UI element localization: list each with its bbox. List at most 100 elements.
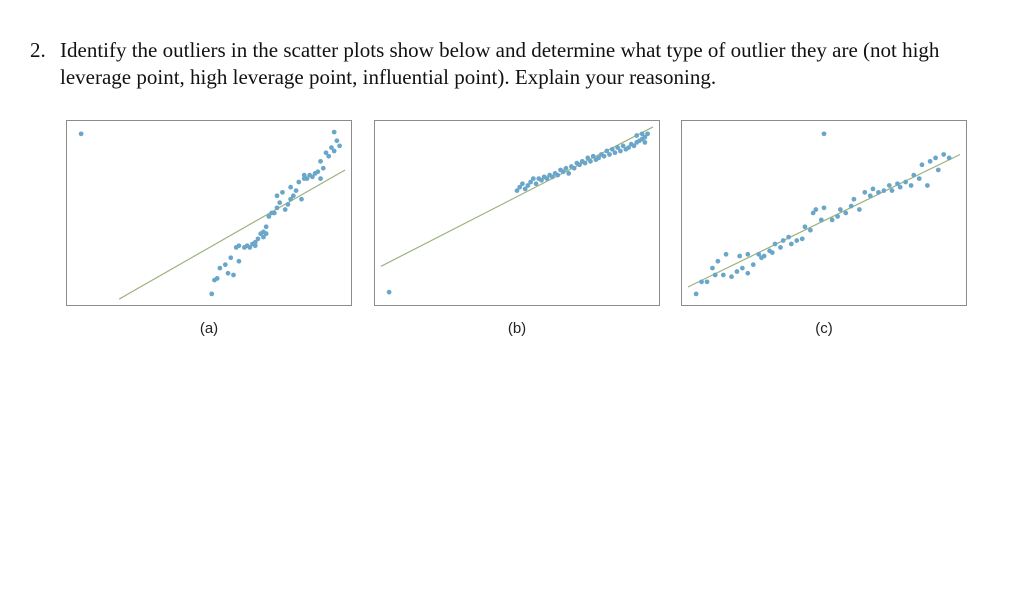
data-point-b-51 [642,134,648,140]
data-point-b-8 [533,181,539,187]
data-point-c-59 [941,152,947,157]
data-point-a-43 [310,174,315,180]
data-point-a-31 [282,207,288,212]
data-point-a-16 [252,243,258,249]
data-point-a-18 [255,236,261,242]
data-point-c-30 [810,210,816,216]
data-point-a-14 [247,245,253,250]
data-point-c-11 [737,253,743,259]
data-point-a-47 [318,158,323,164]
data-point-b-44 [631,143,637,149]
question-text: Identify the outliers in the scatter plo… [60,38,940,89]
data-point-c-5 [712,272,718,278]
data-point-b-14 [549,174,555,180]
scatter-svg-c [687,131,961,297]
data-point-b-22 [571,165,577,171]
data-point-c-37 [843,210,849,216]
data-point-b-7 [530,176,536,181]
data-point-b-52 [645,131,650,137]
data-point-a-48 [320,165,326,171]
data-point-a-53 [331,129,337,135]
data-point-c-7 [720,272,726,278]
data-point-c-24 [786,234,792,240]
data-point-a-29 [277,200,283,206]
data-point-a-30 [280,189,285,195]
data-point-a-33 [288,196,294,202]
data-point-a-49 [323,150,329,156]
data-point-c-0 [821,131,827,137]
data-point-c-15 [750,262,756,268]
data-point-a-54 [334,138,340,144]
caption-c: (c) [815,320,833,337]
data-point-c-47 [889,188,895,193]
data-point-c-60 [946,155,952,161]
data-point-c-22 [778,245,783,250]
data-point-c-39 [851,196,857,202]
data-point-b-39 [618,148,623,154]
data-point-c-43 [870,186,876,192]
data-point-c-38 [848,203,854,209]
data-point-b-24 [577,162,582,168]
data-point-c-1 [693,291,699,297]
caption-a: (a) [199,320,219,337]
data-point-c-20 [769,250,775,255]
data-point-a-10 [236,258,242,264]
data-point-a-46 [318,176,323,181]
data-point-b-16 [555,172,561,178]
data-point-c-53 [916,176,922,181]
data-point-b-2 [517,184,523,190]
data-point-c-3 [704,279,710,285]
data-point-a-35 [290,193,296,199]
caption-b: (b) [507,320,527,337]
data-point-a-22 [263,224,269,230]
data-point-b-49 [634,133,640,138]
data-point-c-25 [788,241,794,247]
data-point-a-6 [225,270,231,276]
data-point-a-52 [331,148,337,154]
data-point-c-9 [729,274,734,280]
data-point-c-57 [933,155,938,161]
data-point-c-35 [835,214,840,219]
scatter-plot-b [374,120,660,306]
data-point-b-4 [522,186,528,192]
data-point-b-35 [607,152,612,157]
data-point-a-37 [296,179,302,185]
data-point-b-29 [590,153,596,159]
data-point-a-21 [261,234,266,240]
data-point-a-8 [231,272,236,278]
data-point-c-4 [710,265,715,271]
data-point-a-50 [326,153,332,159]
data-point-a-24 [266,214,272,219]
data-point-c-18 [761,253,767,259]
data-point-a-55 [337,143,342,149]
data-point-b-6 [528,179,533,185]
data-point-a-27 [274,205,280,211]
data-point-a-11 [236,243,242,249]
question-number: 2. [30,38,46,62]
scatter-svg-b [380,126,654,295]
data-point-b-28 [588,158,593,164]
data-point-a-28 [274,193,280,199]
data-point-a-39 [301,172,307,178]
data-point-b-1 [514,188,520,193]
question: 2. Identify the outliers in the scatter … [30,37,990,91]
data-point-a-41 [304,176,310,181]
data-point-b-18 [560,169,566,175]
data-point-a-36 [293,188,299,193]
data-point-b-37 [612,150,618,156]
data-point-a-7 [228,255,234,261]
data-point-c-58 [935,167,941,173]
data-point-b-38 [615,145,621,150]
data-point-c-26 [794,238,800,243]
data-point-c-36 [837,207,843,212]
data-point-a-0 [78,131,84,137]
data-point-c-42 [867,193,873,199]
data-point-a-5 [222,262,228,268]
data-point-b-26 [582,160,588,166]
scatter-plot-c [681,120,967,306]
data-point-b-50 [639,131,645,137]
data-point-b-19 [563,165,569,171]
data-point-c-14 [745,270,751,276]
data-point-c-21 [772,241,778,247]
data-point-a-3 [214,276,220,281]
